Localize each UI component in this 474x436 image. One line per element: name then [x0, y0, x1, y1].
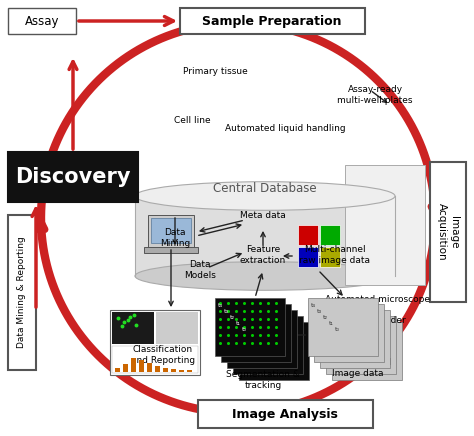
Bar [215, 298, 285, 356]
Text: Image Analysis: Image Analysis [232, 408, 338, 420]
Text: Cell line: Cell line [173, 116, 210, 125]
Bar [320, 225, 340, 245]
Text: Discovery: Discovery [15, 167, 131, 187]
Text: Meta data: Meta data [240, 211, 286, 219]
Text: Feature
extraction: Feature extraction [240, 245, 286, 265]
Bar [332, 322, 402, 380]
Text: Multi-channel
raw image data: Multi-channel raw image data [300, 245, 371, 265]
Bar [147, 363, 152, 372]
Text: t₀: t₀ [335, 327, 340, 332]
Text: t₁: t₁ [329, 321, 334, 326]
Text: t₁: t₁ [236, 321, 241, 326]
Text: Sample Preparation: Sample Preparation [202, 14, 342, 27]
Text: Automated liquid handling: Automated liquid handling [225, 123, 346, 133]
Ellipse shape [135, 182, 395, 210]
Bar [298, 225, 318, 245]
Bar [326, 316, 396, 374]
FancyBboxPatch shape [8, 215, 36, 370]
Text: t₄: t₄ [218, 303, 223, 308]
Bar [308, 298, 378, 356]
Bar [171, 369, 176, 372]
Bar [139, 360, 144, 372]
Text: t₃: t₃ [317, 309, 322, 314]
Bar [227, 310, 297, 368]
Text: t₂: t₂ [323, 315, 328, 320]
Bar [298, 247, 318, 267]
Bar [221, 304, 291, 362]
FancyBboxPatch shape [345, 165, 425, 285]
Bar [320, 247, 340, 267]
Bar [187, 370, 192, 372]
Text: Automated microscope
&
plate loader: Automated microscope & plate loader [326, 295, 430, 325]
Bar [131, 358, 136, 372]
Bar [314, 304, 384, 362]
FancyBboxPatch shape [8, 152, 138, 202]
Bar [179, 370, 184, 372]
Bar [123, 364, 128, 372]
FancyBboxPatch shape [8, 8, 76, 34]
Text: t₄: t₄ [311, 303, 316, 308]
Bar [155, 366, 160, 372]
FancyBboxPatch shape [144, 247, 198, 253]
Text: t₀: t₀ [242, 327, 247, 332]
Text: Primary tissue: Primary tissue [182, 68, 247, 76]
FancyBboxPatch shape [148, 215, 194, 247]
Text: Segmentation &
tracking: Segmentation & tracking [226, 370, 300, 390]
Text: t₂: t₂ [230, 315, 235, 320]
FancyBboxPatch shape [112, 346, 198, 373]
FancyBboxPatch shape [156, 312, 198, 344]
Text: Single-channel
Image data: Single-channel Image data [324, 358, 392, 378]
Text: Data
Models: Data Models [184, 260, 216, 280]
Bar [320, 310, 390, 368]
FancyBboxPatch shape [151, 218, 191, 243]
Bar [115, 368, 120, 372]
Text: t₃: t₃ [224, 309, 229, 314]
Text: Image
Acquisition: Image Acquisition [437, 203, 459, 261]
Bar [135, 196, 395, 276]
Bar [163, 368, 168, 372]
FancyBboxPatch shape [180, 8, 365, 34]
Bar [233, 316, 303, 374]
FancyBboxPatch shape [110, 310, 200, 375]
FancyBboxPatch shape [430, 162, 466, 302]
FancyBboxPatch shape [112, 312, 154, 344]
Text: Classification
and Reporting: Classification and Reporting [131, 345, 195, 364]
Text: Central Database: Central Database [213, 181, 317, 194]
Text: Assay: Assay [25, 14, 59, 27]
Text: Assay-ready
multi-well plates: Assay-ready multi-well plates [337, 85, 413, 105]
Ellipse shape [135, 262, 395, 290]
Text: Data
Mining: Data Mining [160, 228, 190, 248]
Bar [239, 322, 309, 380]
FancyBboxPatch shape [198, 400, 373, 428]
Text: Data Mining & Reporting: Data Mining & Reporting [18, 236, 27, 348]
